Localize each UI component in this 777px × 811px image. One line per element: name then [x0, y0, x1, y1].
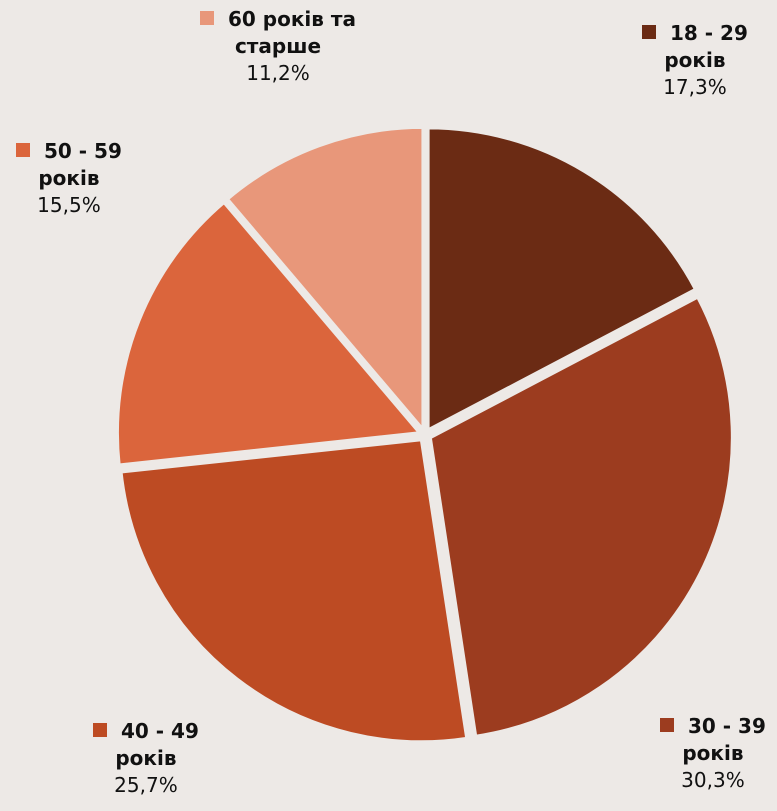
legend-swatch [642, 25, 656, 39]
slice-label-line2: років [115, 746, 177, 770]
slice-label-18-29: 18 - 29 років 17,3% [642, 20, 748, 101]
legend-swatch [200, 11, 214, 25]
slice-label-line1: 50 - 59 [44, 139, 122, 163]
pie-slice [119, 438, 469, 744]
slice-value: 17,3% [663, 75, 727, 99]
slice-value: 30,3% [681, 768, 745, 792]
slice-value: 11,2% [246, 61, 310, 85]
slice-label-line2: років [682, 741, 744, 765]
pie-slice [225, 125, 425, 434]
slice-label-50-59: 50 - 59 років 15,5% [16, 138, 122, 219]
legend-swatch [93, 723, 107, 737]
slice-value: 25,7% [114, 773, 178, 797]
slice-value: 15,5% [37, 193, 101, 217]
slice-label-line1: 40 - 49 [121, 719, 199, 743]
pie-slice [115, 200, 423, 467]
slice-label-30-39: 30 - 39 років 30,3% [660, 713, 766, 794]
slice-label-40-49: 40 - 49 років 25,7% [93, 718, 199, 799]
slice-label-line2: старше [234, 34, 322, 58]
pie-slice [426, 126, 698, 433]
slice-label-line2: років [38, 166, 100, 190]
slice-label-line1: 30 - 39 [688, 714, 766, 738]
slice-label-line1: 60 років та [228, 7, 356, 31]
legend-swatch [16, 143, 30, 157]
slice-label-60-plus: 60 років та старше 11,2% [200, 6, 356, 87]
legend-swatch [660, 718, 674, 732]
slice-label-line2: років [664, 48, 726, 72]
pie-slice [428, 295, 734, 738]
slice-label-line1: 18 - 29 [670, 21, 748, 45]
